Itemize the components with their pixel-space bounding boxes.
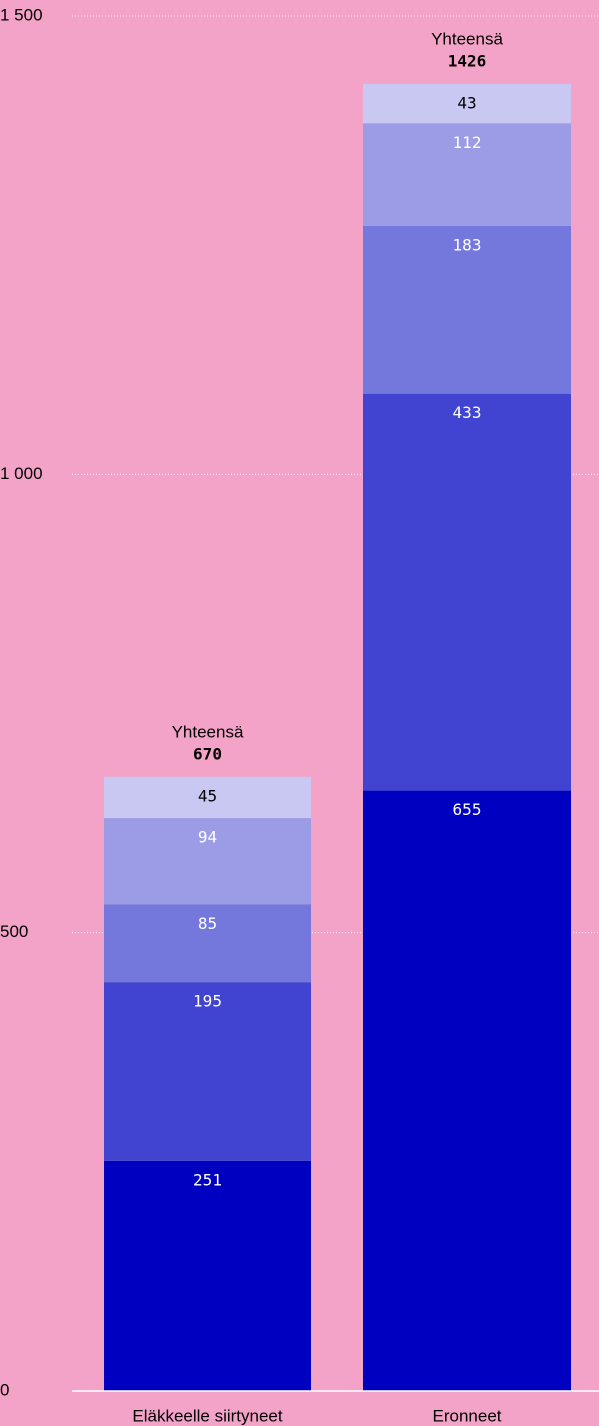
bar-segment xyxy=(363,83,571,124)
bar-segment xyxy=(104,818,311,905)
bar-segment xyxy=(104,1160,311,1391)
bar-segment xyxy=(363,123,571,226)
value-label: 655 xyxy=(453,800,482,819)
bar-segment xyxy=(104,904,311,983)
value-label: 85 xyxy=(198,914,217,933)
value-label: 45 xyxy=(198,786,217,805)
y-tick-label: 500 xyxy=(0,922,28,941)
value-label: 251 xyxy=(193,1170,222,1189)
value-label: 112 xyxy=(453,133,482,152)
bar-segment xyxy=(363,790,571,1391)
y-tick-label: 1 500 xyxy=(0,5,43,24)
bar-segment xyxy=(363,393,571,791)
y-tick-label: 1 000 xyxy=(0,464,43,483)
total-value: 1426 xyxy=(448,51,487,70)
value-label: 195 xyxy=(193,992,222,1011)
value-label: 433 xyxy=(453,403,482,422)
x-tick-label: Eläkkeelle siirtyneet xyxy=(132,1406,283,1425)
bar-segment xyxy=(104,982,311,1161)
y-tick-label: 0 xyxy=(0,1380,9,1399)
value-label: 183 xyxy=(453,235,482,254)
total-value: 670 xyxy=(193,744,222,763)
total-caption: Yhteensä xyxy=(431,29,503,48)
bar-segment xyxy=(104,776,311,819)
value-label: 43 xyxy=(457,93,476,112)
value-label: 94 xyxy=(198,828,217,847)
total-caption: Yhteensä xyxy=(172,722,244,741)
x-tick-label: Eronneet xyxy=(433,1406,502,1425)
bar-segment xyxy=(363,225,571,394)
